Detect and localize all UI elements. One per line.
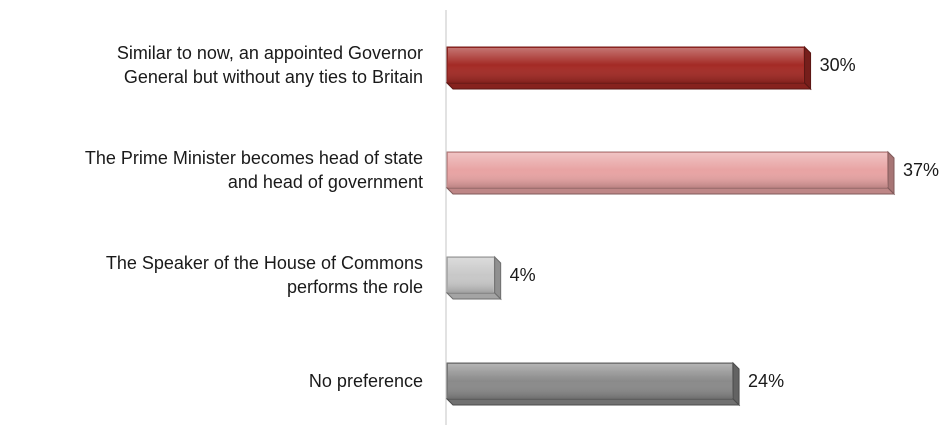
- category-label-line: General but without any ties to Britain: [124, 67, 423, 87]
- bar-side: [804, 45, 812, 91]
- bar: [445, 361, 741, 407]
- bar-bottom: [445, 187, 896, 195]
- category-label-line: performs the role: [287, 277, 423, 297]
- bar-gloss: [448, 364, 733, 398]
- category-label: The Speaker of the House of Commons perfo…: [106, 253, 423, 297]
- bar: [445, 255, 502, 301]
- bar: [445, 150, 896, 196]
- data-label: 24%: [748, 371, 784, 391]
- category-label-line: No preference: [309, 371, 423, 391]
- labels-layer: 30% Similar to now, an appointed Governor…: [85, 43, 939, 391]
- category-label: The Prime Minister becomes head of state…: [85, 148, 423, 192]
- bar-bottom: [445, 398, 741, 406]
- bar-side: [887, 150, 895, 196]
- data-label: 4%: [510, 265, 536, 285]
- category-label-line: and head of government: [228, 172, 423, 192]
- data-label: 37%: [903, 160, 939, 180]
- bar: [445, 45, 812, 91]
- bar-gloss: [448, 258, 494, 292]
- bar-side: [494, 255, 502, 301]
- category-label: Similar to now, an appointed Governor Gen…: [117, 43, 423, 87]
- category-label-line: Similar to now, an appointed Governor: [117, 43, 423, 63]
- bar-side: [732, 361, 740, 407]
- data-label: 30%: [820, 55, 856, 75]
- category-label: No preference: [309, 371, 423, 391]
- bar-gloss: [448, 153, 887, 187]
- category-label-line: The Speaker of the House of Commons: [106, 253, 423, 273]
- bar-bottom: [445, 292, 502, 300]
- bar-bottom: [445, 82, 812, 90]
- category-label-line: The Prime Minister becomes head of state: [85, 148, 423, 168]
- bar-gloss: [448, 48, 804, 82]
- bars-layer: [445, 45, 896, 407]
